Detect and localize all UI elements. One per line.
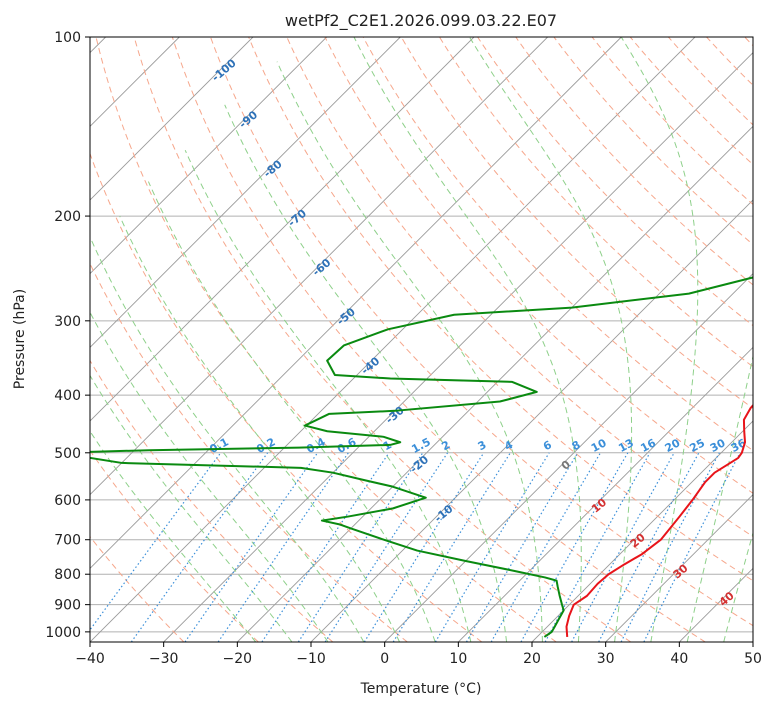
- moist-adiabat-line: [184, 150, 472, 642]
- x-tick-label: 50: [744, 651, 762, 667]
- y-tick-label: 100: [54, 30, 81, 46]
- x-tick-label: −10: [296, 651, 326, 667]
- dry-adiabat-line: [400, 37, 753, 409]
- mixing-ratio-line: [598, 452, 700, 642]
- isotherm-line: [90, 37, 327, 275]
- dry-adiabat-line: [629, 37, 753, 166]
- mixing-ratio-line: [90, 452, 222, 631]
- x-tick-label: 30: [597, 651, 615, 667]
- isotherm-line: [310, 199, 753, 642]
- x-tick-label: 0: [380, 651, 389, 667]
- dry-adiabat-line: [90, 449, 259, 642]
- moist-adiabat-line: [620, 37, 699, 642]
- moist-adiabat-line: [147, 181, 436, 642]
- mixing-ratio-line: [184, 452, 319, 642]
- dry-adiabat-line: [553, 37, 753, 246]
- mixing-ratio-line: [261, 452, 390, 642]
- moist-adiabat-line: [469, 37, 633, 642]
- moist-adiabat-line: [686, 354, 753, 642]
- dry-adiabat-line: [515, 37, 753, 286]
- isotherm-line: [90, 37, 475, 422]
- mixing-ratio-line: [363, 452, 485, 642]
- x-tick-label: 40: [670, 651, 688, 667]
- mixing-ratio-label: 20: [663, 436, 683, 455]
- isotherm-line: [90, 37, 622, 569]
- x-tick-label: −40: [75, 651, 105, 667]
- isotherm-line: [90, 37, 548, 496]
- mixing-ratio-label: 16: [638, 436, 658, 455]
- dry-adiabat-line: [439, 37, 753, 368]
- chart-title: wetPf2_C2E1.2026.099.03.22.E07: [285, 11, 557, 31]
- moist-adiabat-line: [90, 311, 329, 642]
- dry-adiabat-line: [210, 37, 753, 627]
- dry-adiabat-line: [248, 37, 753, 582]
- moist-adiabat-line: [119, 215, 400, 642]
- isotherm-line: [458, 346, 753, 642]
- isotherm-line: [90, 37, 401, 348]
- isotherm-line: [605, 494, 753, 642]
- profile-lines: [90, 276, 753, 638]
- mixing-ratio-label: 10: [589, 436, 609, 455]
- isotherm-line: [163, 52, 753, 642]
- dry-adiabat-line: [90, 535, 185, 642]
- x-tick-label: −20: [223, 651, 253, 667]
- dry-adiabat-line: [133, 37, 632, 642]
- x-tick-label: −30: [149, 651, 179, 667]
- y-tick-label: 400: [54, 388, 81, 404]
- isotherm-line: [531, 420, 753, 642]
- mixing-ratio-label: 30: [708, 436, 728, 455]
- y-tick-label: 1000: [45, 625, 81, 641]
- mixing-ratio-line: [324, 452, 449, 642]
- isotherm-line: [384, 273, 753, 642]
- mixing-ratio-line: [544, 452, 651, 642]
- moist-adiabat-line: [276, 61, 543, 642]
- x-tick-label: 10: [449, 651, 467, 667]
- moist-adiabat-line: [90, 430, 257, 642]
- moist-adiabat-line: [723, 531, 753, 642]
- mixing-ratio-line: [130, 452, 269, 642]
- mixing-ratio-line: [297, 452, 424, 642]
- mixing-ratio-label: 13: [616, 436, 636, 455]
- y-tick-label: 200: [54, 209, 81, 225]
- isotherm-line: [90, 37, 696, 642]
- moist-adiabat-line: [224, 104, 508, 642]
- mixing-ratio-line: [490, 452, 601, 642]
- mixing-ratio-line: [520, 452, 629, 642]
- x-axis-ticks: −40 −30 −20 −10 0 10 20 30 40 50: [75, 642, 762, 667]
- y-tick-label: 800: [54, 567, 81, 583]
- dry-adiabat-line: [324, 37, 753, 494]
- isotherm-line: [90, 37, 254, 201]
- x-tick-label: 20: [523, 651, 541, 667]
- moist-adiabat-line: [91, 240, 365, 642]
- y-axis-label: Pressure (hPa): [12, 289, 28, 389]
- dry-adiabat-line: [90, 262, 408, 642]
- y-tick-label: 500: [54, 446, 81, 462]
- plot-background-lines: [90, 37, 753, 642]
- dewpoint-profile-line: [90, 276, 753, 638]
- y-tick-label: 900: [54, 598, 81, 614]
- dry-adiabat-line: [95, 37, 557, 642]
- x-axis-label: Temperature (°C): [360, 681, 482, 697]
- y-tick-label: 300: [54, 314, 81, 330]
- plot-frame: [89, 36, 754, 643]
- mixing-ratio-line: [217, 452, 349, 642]
- dry-adiabat-line: [171, 37, 706, 642]
- temperature-profile-line: [565, 403, 753, 638]
- mixing-ratio-label: 25: [687, 436, 707, 455]
- dry-adiabat-line: [362, 37, 753, 452]
- y-tick-label: 700: [54, 533, 81, 549]
- isotherm-line: [237, 125, 753, 642]
- y-axis-ticks: 100 200 300 400 500 600 700 800 900 1000: [45, 30, 90, 641]
- moist-adiabat-line: [90, 374, 293, 642]
- dry-adiabat-line: [286, 37, 753, 538]
- y-tick-label: 600: [54, 493, 81, 509]
